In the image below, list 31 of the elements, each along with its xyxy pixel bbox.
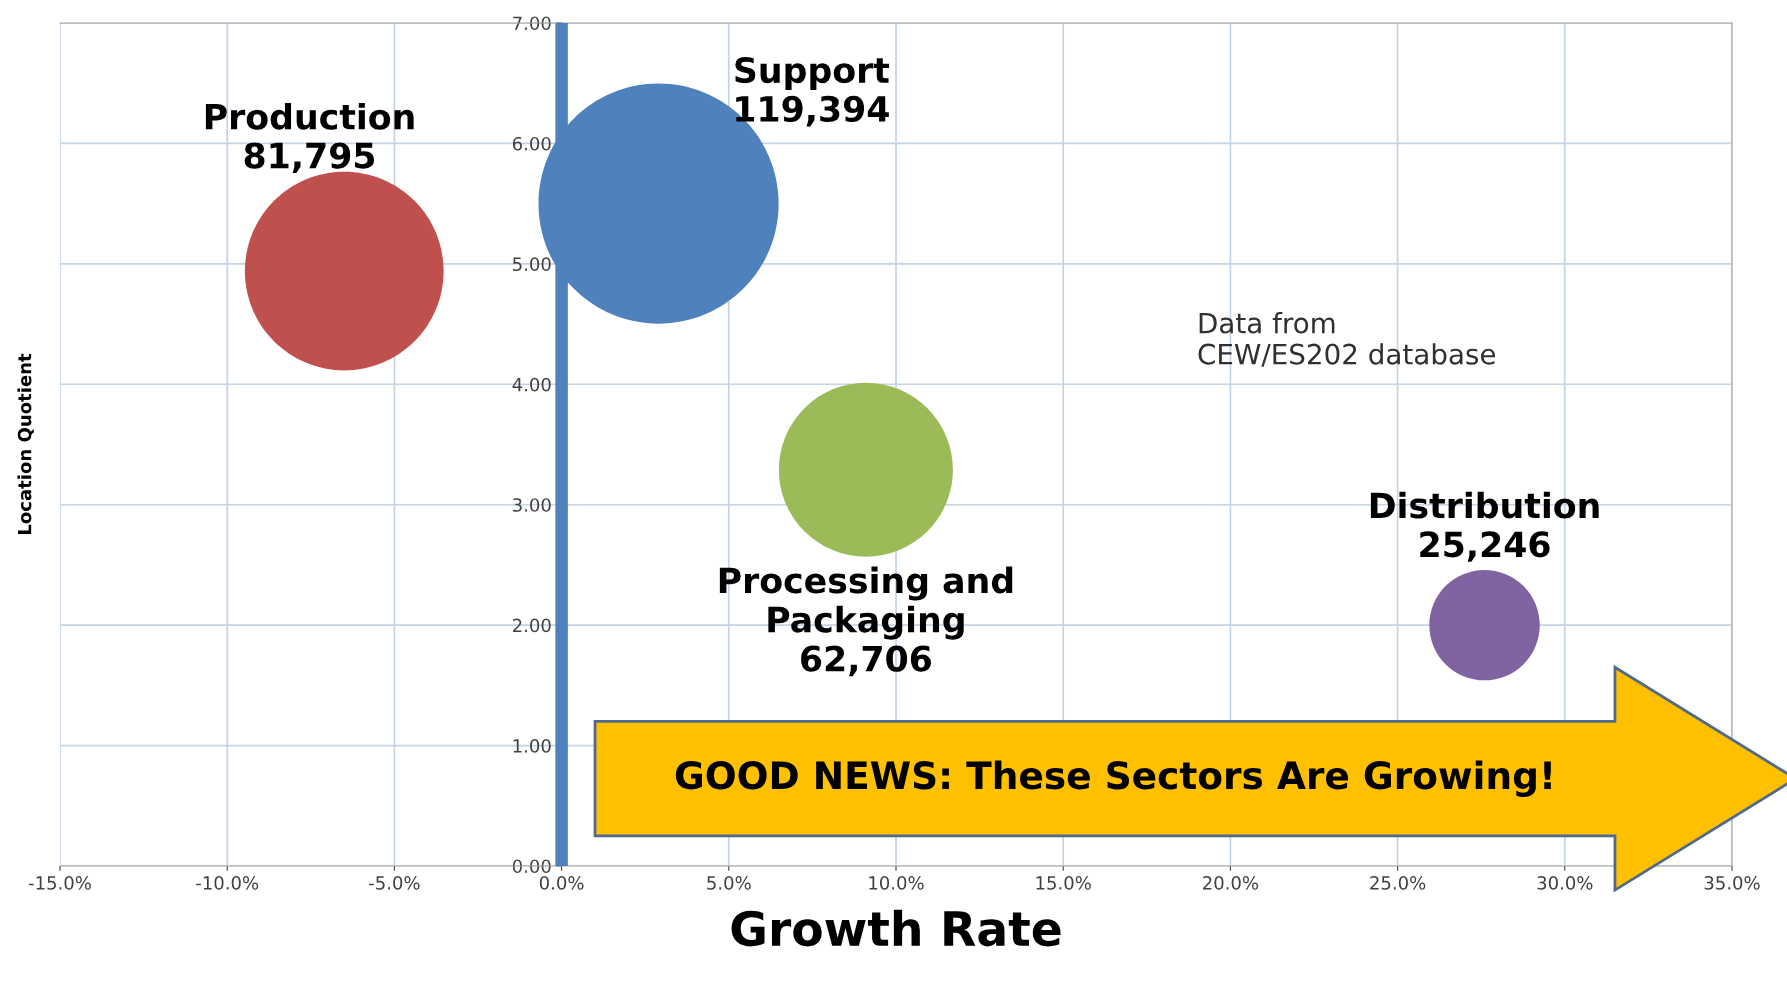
y-axis-title: Location Quotient [17, 353, 34, 534]
annotation: Data from CEW/ES202 database [1198, 312, 1496, 367]
x-tick-label: 10.0% [869, 876, 924, 890]
data-label: 81,795 [244, 142, 375, 174]
series-label: Production [205, 102, 414, 130]
x-tick-label: -15.0% [28, 876, 91, 890]
series-label: Processing and Packaging [719, 566, 1013, 640]
y-tick-label: 2.00 [513, 618, 551, 633]
data-label: 25,246 [1420, 531, 1550, 562]
y-tick-label: 7.00 [513, 16, 551, 31]
data-label: 119,394 [736, 95, 889, 127]
x-tick-label: 0.0% [539, 876, 584, 890]
series-label: Distribution [1370, 491, 1599, 519]
annotation: GOOD NEWS: These Sectors Are Growing! [675, 760, 1551, 797]
y-tick-label: 5.00 [513, 257, 551, 271]
x-tick-label: 30.0% [1537, 876, 1593, 890]
x-tick-label: 15.0% [1036, 876, 1091, 890]
y-tick-label: 6.00 [512, 136, 551, 151]
x-tick-label: 35.0% [1704, 876, 1760, 890]
x-tick-label: 20.0% [1203, 876, 1259, 890]
x-tick-label: -5.0% [369, 876, 420, 890]
data-label: 62,706 [801, 645, 932, 677]
series-label: Support [735, 56, 890, 90]
y-tick-label: 1.00 [513, 739, 551, 753]
y-tick-label: 0.00 [512, 859, 551, 874]
x-tick-label: 25.0% [1370, 876, 1426, 890]
x-tick-label: 5.0% [707, 876, 751, 890]
y-tick-label: 3.00 [513, 498, 551, 512]
y-tick-label: 4.00 [512, 377, 551, 392]
x-tick-label: -10.0% [196, 876, 259, 890]
x-axis-title: Growth Rate [731, 909, 1061, 947]
